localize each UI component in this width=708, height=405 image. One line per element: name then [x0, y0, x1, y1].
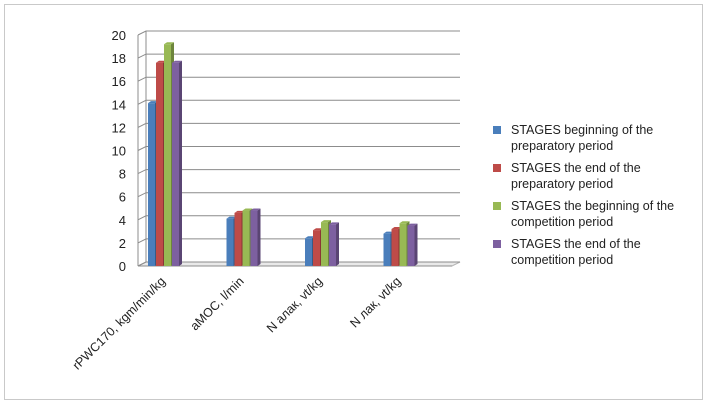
- legend-label: STAGES beginning of the preparatory peri…: [511, 123, 654, 153]
- legend-swatch: [493, 240, 501, 248]
- gridline: [137, 192, 460, 198]
- gridline: [137, 53, 460, 59]
- chart-frame: [4, 4, 703, 400]
- y-tick-label: 0: [119, 259, 126, 274]
- y-tick-label: 12: [112, 120, 126, 135]
- legend-label: STAGES the end of the preparatory period: [511, 161, 641, 191]
- bar: [407, 223, 418, 266]
- legend-item: STAGES the beginning of the competition …: [491, 198, 701, 230]
- y-tick-label: 2: [119, 236, 126, 251]
- legend-swatch: [493, 126, 501, 134]
- legend-swatch: [493, 202, 501, 210]
- legend-item: STAGES beginning of the preparatory peri…: [491, 122, 701, 154]
- gridline: [137, 122, 460, 128]
- y-tick-label: 18: [112, 51, 126, 66]
- gridline: [137, 215, 460, 221]
- legend: STAGES beginning of the preparatory peri…: [491, 122, 701, 274]
- bar: [250, 208, 261, 266]
- gridline: [137, 169, 460, 175]
- gridline: [137, 76, 460, 82]
- x-tick-label: N лак, vt/kg: [347, 274, 403, 330]
- y-tick-label: 16: [112, 74, 126, 89]
- legend-label: STAGES the end of the competition period: [511, 237, 641, 267]
- x-tick-label: aMOC, l/min: [188, 274, 247, 333]
- y-tick-label: 14: [112, 97, 126, 112]
- y-tick-label: 6: [119, 190, 126, 205]
- legend-swatch: [493, 164, 501, 172]
- gridline: [137, 30, 460, 36]
- x-tick-label: rPWC170, kgm/min/kg: [70, 274, 168, 372]
- y-tick-label: 4: [119, 213, 126, 228]
- gridline: [137, 146, 460, 151]
- y-tick-label: 8: [119, 167, 126, 182]
- legend-label: STAGES the beginning of the competition …: [511, 199, 675, 229]
- legend-item: STAGES the end of the preparatory period: [491, 160, 701, 192]
- legend-item: STAGES the end of the competition period: [491, 236, 701, 268]
- bar: [172, 60, 182, 266]
- gridline: [137, 99, 460, 105]
- y-tick-label: 20: [112, 28, 126, 43]
- y-tick-label: 10: [112, 144, 126, 159]
- bar: [329, 222, 339, 266]
- x-tick-label: N алак, vt/kg: [264, 274, 325, 335]
